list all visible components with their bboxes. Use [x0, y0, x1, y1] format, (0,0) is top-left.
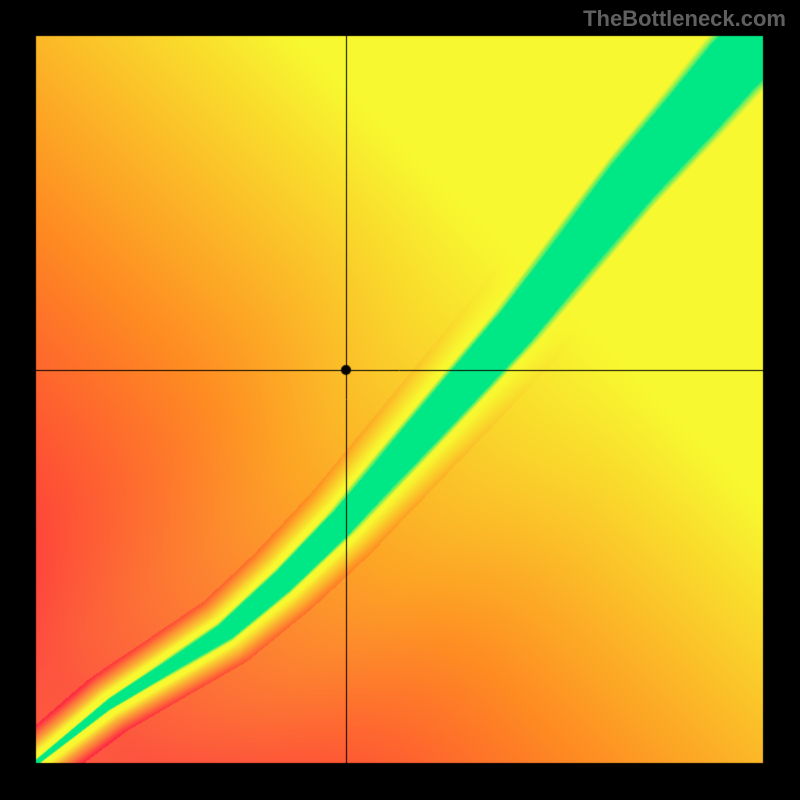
chart-container: TheBottleneck.com: [0, 0, 800, 800]
watermark-text: TheBottleneck.com: [583, 6, 786, 32]
heatmap-canvas: [0, 0, 800, 800]
